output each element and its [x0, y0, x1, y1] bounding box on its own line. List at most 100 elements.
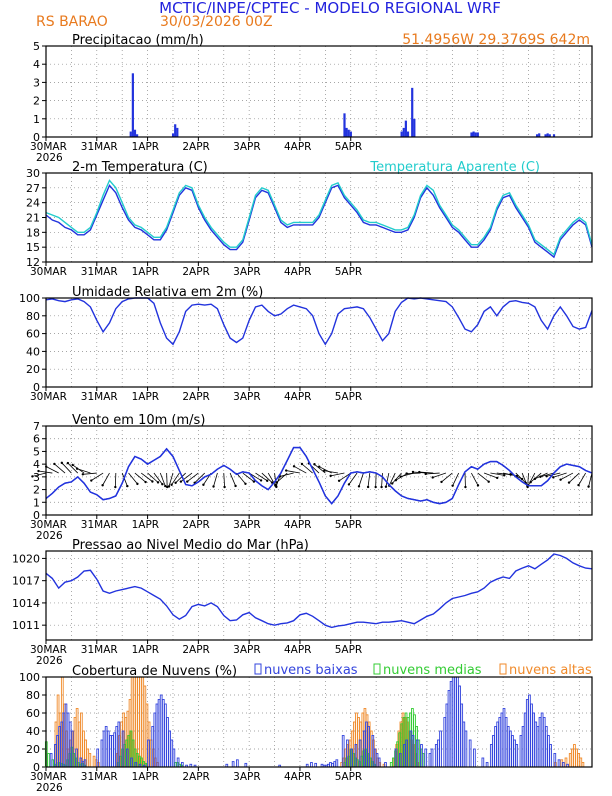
cloud-low-bar — [169, 731, 171, 767]
wind-arrow-head — [503, 474, 505, 476]
wind-arrow — [407, 473, 421, 474]
precip-year-label: 2026 — [36, 152, 63, 164]
wind-arrow-head — [568, 481, 570, 483]
cloud-low-bar — [526, 700, 528, 768]
cloud-low-bar — [499, 718, 501, 768]
cloud-high-bar — [580, 758, 582, 767]
pressure-xtick-label: 3APR — [233, 644, 260, 656]
cloud-low-bar — [516, 745, 518, 768]
station-name: RS BARAO — [36, 14, 108, 30]
temperature-xtick-label: 30MAR — [30, 266, 67, 278]
cloud-low-bar — [486, 763, 488, 768]
cloud-low-bar — [497, 722, 499, 767]
wind-arrow-head — [395, 479, 397, 481]
precip-bar — [132, 73, 134, 137]
wind-arrow-head — [174, 482, 176, 484]
wind-arrow-head — [545, 475, 547, 477]
wind-arrow-head — [161, 483, 163, 485]
temperature-xtick-label: 5APR — [335, 266, 363, 278]
cloud-low-bar — [469, 740, 471, 767]
cloud-mid-bar — [390, 763, 392, 768]
temperature-xtick-label: 3APR — [233, 266, 260, 278]
wind-xtick-label: 31MAR — [81, 519, 118, 531]
precip-xtick-label: 4APR — [284, 141, 312, 153]
wind-arrow — [368, 473, 370, 487]
wind-arrow — [224, 473, 225, 487]
precip-bar — [413, 119, 415, 137]
wind-arrow — [91, 473, 103, 480]
humidity-frame — [46, 298, 592, 387]
clouds-ytick-label: 80 — [26, 689, 40, 702]
clouds-year-label: 2026 — [36, 782, 63, 792]
wind-arrow — [553, 473, 566, 477]
cloud-low-bar — [524, 713, 526, 767]
precip-bar — [475, 132, 477, 137]
legend-label: nuvens medias — [383, 663, 482, 678]
wind-arrow-head — [374, 486, 376, 488]
cloud-low-bar — [444, 718, 446, 768]
wind-arrow-head — [323, 470, 325, 472]
legend-swatch — [374, 664, 380, 674]
wind-arrow-head — [367, 486, 369, 488]
pressure-ytick-label: 1020 — [12, 552, 40, 565]
cloud-low-bar — [550, 745, 552, 768]
wind-arrow-head — [53, 463, 55, 465]
pressure-xtick-label: 31MAR — [81, 644, 118, 656]
clouds-xtick-label: 2APR — [182, 771, 210, 783]
legend-swatch — [255, 664, 261, 674]
wind-arrow-head — [151, 480, 153, 482]
wind-arrow-head — [114, 486, 116, 488]
wind-arrow-head — [440, 481, 442, 483]
wind-arrow-head — [534, 478, 536, 480]
precip-xtick-label: 5APR — [335, 141, 363, 153]
precip-xtick-label: 2APR — [182, 141, 210, 153]
cloud-low-bar — [482, 758, 484, 767]
cloud-low-bar — [236, 760, 238, 767]
pressure-xtick-label: 5APR — [335, 644, 363, 656]
precip-bar — [134, 130, 136, 137]
wind-arrow-head — [477, 484, 479, 486]
cloud-low-bar — [334, 762, 336, 767]
wind-arrow-head — [464, 486, 466, 488]
wind-arrow — [214, 473, 218, 486]
temperature-ytick-label: 15 — [26, 241, 40, 254]
humidity-ytick-label: 60 — [26, 328, 40, 341]
wind-arrow — [115, 473, 116, 487]
temperature-ytick-label: 27 — [26, 182, 40, 195]
cloud-low-bar — [541, 713, 543, 767]
wind-arrow-head — [101, 484, 103, 486]
wind-arrow-head — [487, 481, 489, 483]
wind-arrow-head — [71, 464, 73, 466]
precip-bar — [472, 132, 474, 137]
wind-arrow-head — [380, 486, 382, 488]
wind-xtick-label: 3APR — [233, 519, 260, 531]
wind-arrow — [471, 473, 478, 485]
temperature-xtick-label: 31MAR — [81, 266, 118, 278]
clouds-ytick-label: 100 — [19, 671, 40, 684]
humidity-ytick-label: 80 — [26, 310, 40, 323]
humidity-ytick-label: 40 — [26, 345, 40, 358]
wind-arrow-head — [61, 462, 63, 464]
cloud-low-bar — [158, 700, 160, 768]
cloud-low-bar — [438, 740, 440, 767]
clouds-ytick-label: 20 — [26, 743, 40, 756]
wind-ytick-label: 3 — [33, 471, 40, 484]
precip-bar — [470, 132, 472, 137]
cloud-low-bar — [514, 740, 516, 767]
wind-xtick-label: 2APR — [182, 519, 210, 531]
wind-ytick-label: 7 — [33, 420, 40, 433]
wind-arrow-head — [405, 472, 407, 474]
precip-bar — [411, 88, 413, 137]
cloud-low-bar — [463, 722, 465, 767]
wind-ytick-label: 2 — [33, 484, 40, 497]
pressure-xtick-label: 1APR — [132, 644, 160, 656]
wind-arrow-head — [358, 485, 360, 487]
precip-frame — [46, 46, 592, 137]
wind-arrow — [135, 473, 146, 482]
precip-bar — [343, 113, 345, 137]
cloud-low-bar — [461, 704, 463, 767]
